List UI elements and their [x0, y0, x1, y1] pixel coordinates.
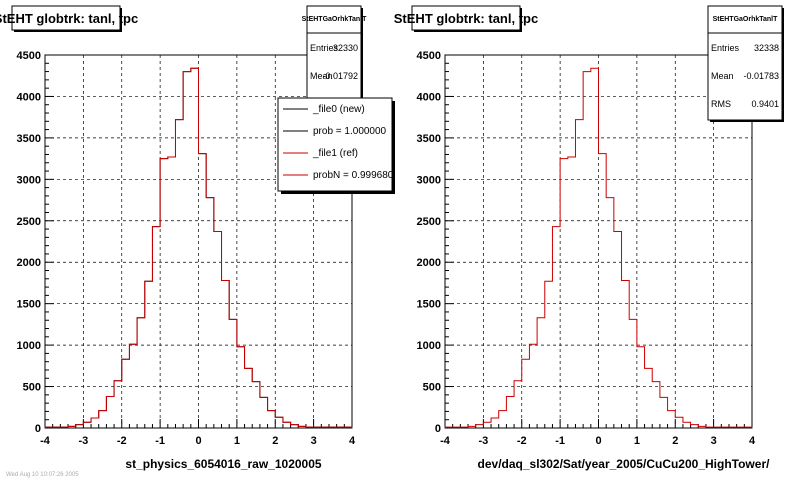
- x-tick-label: 0: [195, 435, 201, 447]
- title-box: [411, 5, 521, 31]
- y-tick-label: 4000: [417, 91, 441, 103]
- x-tick-label: 1: [634, 435, 640, 447]
- stats-label: Entries: [711, 43, 740, 53]
- x-tick-label: -4: [40, 435, 51, 447]
- stats-value: 0.9401: [751, 99, 779, 109]
- y-tick-label: 500: [423, 382, 441, 394]
- y-tick-label: 3000: [417, 174, 441, 186]
- x-tick-label: 3: [711, 435, 717, 447]
- stats-label: Mean: [310, 71, 333, 81]
- x-axis-label: dev/daq_sl302/Sat/year_2005/CuCu200_High…: [478, 457, 771, 471]
- legend-label: prob = 1.000000: [313, 126, 387, 137]
- y-tick-label: 3000: [17, 174, 41, 186]
- y-tick-label: 4500: [417, 50, 441, 62]
- stats-value: 32330: [333, 43, 358, 53]
- x-tick-label: 2: [672, 435, 678, 447]
- legend-label: probN = 0.999680: [313, 170, 394, 181]
- x-tick-label: 0: [595, 435, 601, 447]
- y-tick-label: 4000: [17, 91, 41, 103]
- x-tick-label: -2: [517, 435, 527, 447]
- chart-title: StEHT globtrk: tanl, tpc: [394, 11, 538, 26]
- stats-label: Mean: [711, 71, 734, 81]
- right-histogram-panel: -4 -3 -2 -1 0 1 2 3 4 0 500 1000 1500 2000 2500 3000 350…: [394, 5, 784, 471]
- stats-header: StEHTGaOrhkTanlT: [713, 16, 779, 23]
- x-axis-label: st_physics_6054016_raw_1020005: [125, 457, 321, 471]
- left-histogram-panel: -4 -3 -2 -1 0 1 2 3 4 0 500 1000 1500 2000 2500 3000 350…: [0, 5, 395, 471]
- histogram-series-0: [444, 67, 753, 428]
- stats-value: -0.01792: [322, 71, 358, 81]
- x-tick-label: -3: [478, 435, 488, 447]
- y-tick-label: 1500: [17, 299, 41, 311]
- chart-title: StEHT globtrk: tanl, tpc: [0, 11, 138, 26]
- y-tick-label: 4500: [17, 50, 41, 62]
- y-tick-label: 3500: [417, 133, 441, 145]
- legend-label: _file0 (new): [312, 104, 365, 115]
- stats-label: Entries: [310, 43, 339, 53]
- title-box: [11, 5, 121, 31]
- legend-label: _file1 (ref): [312, 148, 358, 159]
- y-tick-label: 0: [35, 423, 41, 435]
- x-tick-label: 4: [349, 435, 356, 447]
- y-tick-label: 2500: [17, 216, 41, 228]
- y-tick-label: 2000: [417, 257, 441, 269]
- stats-value: 32338: [754, 43, 779, 53]
- x-tick-label: 2: [272, 435, 278, 447]
- x-tick-label: 3: [311, 435, 317, 447]
- stats-box: [707, 5, 783, 121]
- y-tick-label: 3500: [17, 133, 41, 145]
- stats-value: -0.01783: [743, 71, 779, 81]
- x-tick-label: -3: [78, 435, 88, 447]
- histogram-series-1: [44, 67, 353, 428]
- x-tick-label: -1: [155, 435, 165, 447]
- x-tick-label: 4: [749, 435, 756, 447]
- x-tick-label: -1: [555, 435, 565, 447]
- x-tick-label: 1: [234, 435, 240, 447]
- y-tick-label: 1000: [417, 340, 441, 352]
- x-tick-label: -2: [117, 435, 127, 447]
- footer-timestamp: Wed Aug 10 10:07:26 2005: [6, 472, 79, 478]
- y-tick-label: 2500: [417, 216, 441, 228]
- y-tick-label: 500: [23, 382, 41, 394]
- x-tick-label: -4: [440, 435, 451, 447]
- y-tick-label: 1500: [417, 299, 441, 311]
- y-tick-label: 1000: [17, 340, 41, 352]
- y-tick-label: 2000: [17, 257, 41, 269]
- stats-label: RMS: [711, 99, 731, 109]
- y-tick-label: 0: [435, 423, 441, 435]
- stats-box: [306, 5, 362, 111]
- stats-header: StEHTGaOrhkTanlT: [302, 16, 368, 23]
